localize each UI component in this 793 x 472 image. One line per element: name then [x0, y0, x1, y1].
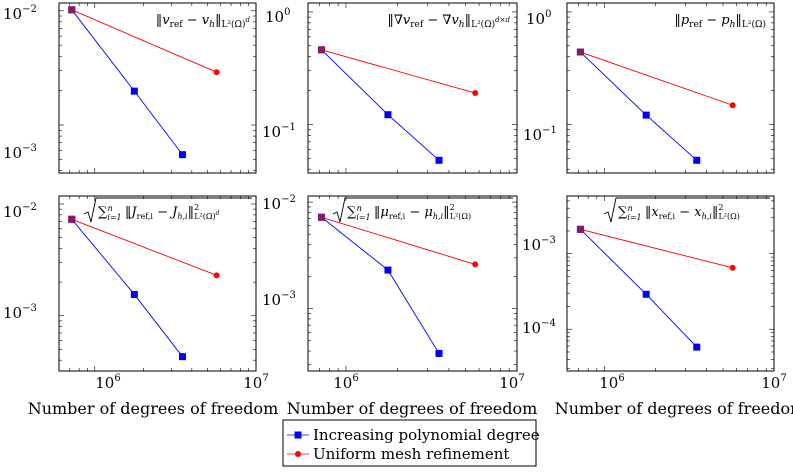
- panel-pressure-error: ‖pref − ph‖L²(Ω) 100 10−1: [523, 2, 775, 174]
- series-line-polynomial: [580, 229, 698, 348]
- series-line-mesh: [71, 218, 217, 276]
- svg-text:‖vref − vh‖L²(Ω)d: ‖vref − vh‖L²(Ω)d: [156, 13, 251, 30]
- x-axis-label: Number of degrees of freedom: [555, 399, 793, 418]
- data-point-shared: [576, 225, 584, 233]
- x-axis-label: Number of degrees of freedom: [28, 399, 279, 418]
- panel-title: ∑i=1n ‖μref,i − μh,i‖2 L²(Ω): [332, 197, 513, 223]
- legend: Increasing polynomial degree Uniform mes…: [282, 419, 540, 467]
- data-point-mesh: [472, 261, 479, 268]
- y-tick-label: 10−2: [3, 202, 37, 221]
- data-point-mesh: [729, 102, 736, 109]
- data-point-polynomial: [384, 111, 392, 119]
- panel-title: ‖pref − ph‖L²(Ω): [674, 13, 766, 30]
- svg-text:‖pref − ph‖L²(Ω): ‖pref − ph‖L²(Ω): [674, 13, 766, 30]
- series-line-mesh: [321, 49, 476, 94]
- series-line-mesh: [321, 216, 476, 265]
- legend-entry-poly: Increasing polynomial degree: [287, 426, 540, 444]
- panel-velocity-error: ‖vref − vh‖L²(Ω)d 10−2 10−3: [3, 2, 257, 174]
- y-tick-label: 10−3: [262, 290, 296, 309]
- square-marker-icon: [294, 431, 302, 439]
- series-line-polynomial: [321, 216, 440, 354]
- series-line-mesh: [71, 9, 217, 73]
- y-tick-label: 10−2: [262, 194, 296, 213]
- data-point-polynomial: [178, 353, 186, 361]
- panel-title: ‖vref − vh‖L²(Ω)d: [156, 13, 251, 30]
- legend-entry-mesh: Uniform mesh refinement: [287, 445, 509, 463]
- y-tick-label: 10−1: [262, 122, 296, 141]
- y-tick-label: 10−1: [523, 125, 557, 144]
- y-tick-label: 10−3: [522, 235, 556, 254]
- data-point-polynomial: [130, 290, 138, 298]
- y-tick-label: 100: [265, 7, 290, 26]
- series-line-polynomial: [580, 51, 698, 161]
- y-tick-label: 10−4: [522, 318, 556, 337]
- data-point-shared: [318, 46, 326, 54]
- series-line-polynomial: [71, 9, 183, 155]
- series-line-mesh: [580, 51, 733, 106]
- panel-title: ∑i=1n ‖Jref,i − Jh,i‖2 L²(Ω)d: [83, 197, 252, 223]
- panel-x-error: ∑i=1n ‖xref,i − xh,i‖2 L²(Ω) 10−3 10−4 10…: [522, 195, 793, 418]
- y-tick-label: 10−3: [3, 143, 37, 162]
- data-point-polynomial: [178, 151, 186, 159]
- x-tick-label: 107: [499, 373, 524, 392]
- x-tick-label: 106: [333, 373, 358, 392]
- data-point-shared: [576, 48, 584, 56]
- data-point-mesh: [213, 272, 220, 279]
- data-point-polynomial: [642, 290, 650, 298]
- panel-velocity-gradient-error: ‖∇vref − ∇vh‖L²(Ω)d×d 100 10−1: [262, 2, 518, 174]
- panel-title: ∑i=1n ‖xref,i − xh,i‖2 L²(Ω): [603, 197, 770, 223]
- data-point-mesh: [472, 90, 479, 97]
- data-point-polynomial: [130, 87, 138, 95]
- x-tick-label: 107: [243, 373, 268, 392]
- circle-marker-icon: [295, 451, 301, 457]
- data-point-shared: [68, 215, 76, 223]
- panel-title: ‖∇vref − ∇vh‖L²(Ω)d×d: [387, 13, 510, 30]
- x-tick-label: 106: [95, 373, 120, 392]
- svg-text:‖∇vref − ∇vh‖L²(Ω)d×d: ‖∇vref − ∇vh‖L²(Ω)d×d: [387, 13, 510, 30]
- svg-text:∑i=1n ‖μref,i − μh,i‖2L²(Ω): ∑i=1n ‖μref,i − μh,i‖2 L²(Ω): [347, 203, 471, 222]
- svg-text:∑i=1n ‖xref,i − xh,i‖2L²(Ω): ∑i=1n ‖xref,i − xh,i‖2 L²(Ω): [618, 203, 740, 222]
- svg-text:∑i=1n ‖Jref,i − Jh,i‖2L²(Ω)d: ∑i=1n ‖Jref,i − Jh,i‖2 L²(Ω)d: [98, 203, 220, 222]
- data-point-polynomial: [435, 156, 443, 164]
- legend-label: Increasing polynomial degree: [313, 426, 540, 444]
- y-tick-label: 10−3: [3, 303, 37, 322]
- panel-chemical-potential-error: ∑i=1n ‖μref,i − μh,i‖2 L²(Ω) 10−2 10−3 10…: [262, 194, 537, 418]
- y-tick-label: 10−2: [3, 4, 37, 23]
- data-point-mesh: [729, 264, 736, 271]
- legend-label: Uniform mesh refinement: [313, 445, 509, 463]
- x-axis-label: Number of degrees of freedom: [287, 399, 538, 418]
- series-line-mesh: [580, 228, 733, 269]
- y-tick-label: 100: [526, 9, 551, 28]
- data-point-shared: [318, 213, 326, 221]
- data-point-polynomial: [435, 349, 443, 357]
- data-point-shared: [68, 6, 76, 14]
- x-tick-label: 106: [599, 373, 624, 392]
- data-point-polynomial: [693, 343, 701, 351]
- series-line-polynomial: [71, 219, 183, 357]
- panel-flux-error: ∑i=1n ‖Jref,i − Jh,i‖2 L²(Ω)d 10−2 10−3 1…: [3, 195, 279, 418]
- data-point-polynomial: [693, 156, 701, 164]
- data-point-polynomial: [384, 266, 392, 274]
- x-tick-label: 107: [761, 373, 786, 392]
- data-point-polynomial: [642, 111, 650, 119]
- data-point-mesh: [213, 69, 220, 76]
